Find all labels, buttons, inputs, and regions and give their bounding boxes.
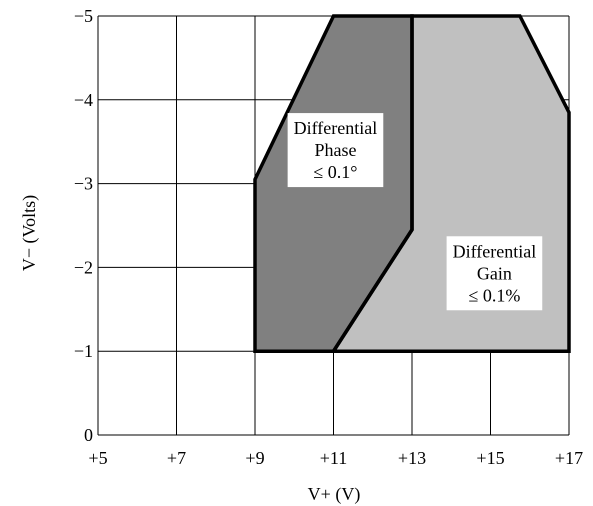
x-tick-label: +17 [555, 448, 583, 468]
annotation-line: Differential [294, 118, 378, 138]
y-tick-label: 0 [84, 425, 93, 445]
x-tick-label: +15 [476, 448, 504, 468]
annotation-box [287, 113, 384, 188]
annotation-line: Phase [314, 140, 356, 160]
annotation-line: ≤ 0.1% [468, 285, 520, 305]
y-tick-label: −5 [74, 6, 93, 26]
x-tick-label: +5 [88, 448, 107, 468]
tick-labels: +5 +7 +9 +11 +13 +15 +17 0 −1 −2 −3 −4 −5 [74, 6, 583, 468]
annotation-line: Differential [453, 241, 537, 261]
annotation-line: ≤ 0.1° [313, 162, 357, 182]
annotation-line: Gain [477, 263, 512, 283]
y-tick-label: −3 [74, 174, 93, 194]
x-tick-label: +9 [245, 448, 264, 468]
region-outline-differential-gain [330, 14, 571, 353]
y-axis-label: V− (Volts) [19, 195, 40, 271]
region-outlines [253, 14, 571, 353]
x-axis-label: V+ (V) [308, 484, 361, 505]
x-tick-label: +13 [398, 448, 426, 468]
y-tick-label: −4 [74, 90, 93, 110]
x-tick-label: +11 [320, 448, 347, 468]
x-tick-label: +7 [167, 448, 186, 468]
annotation-box [446, 236, 543, 311]
y-tick-label: −1 [74, 341, 93, 361]
y-tick-label: −2 [74, 257, 93, 277]
